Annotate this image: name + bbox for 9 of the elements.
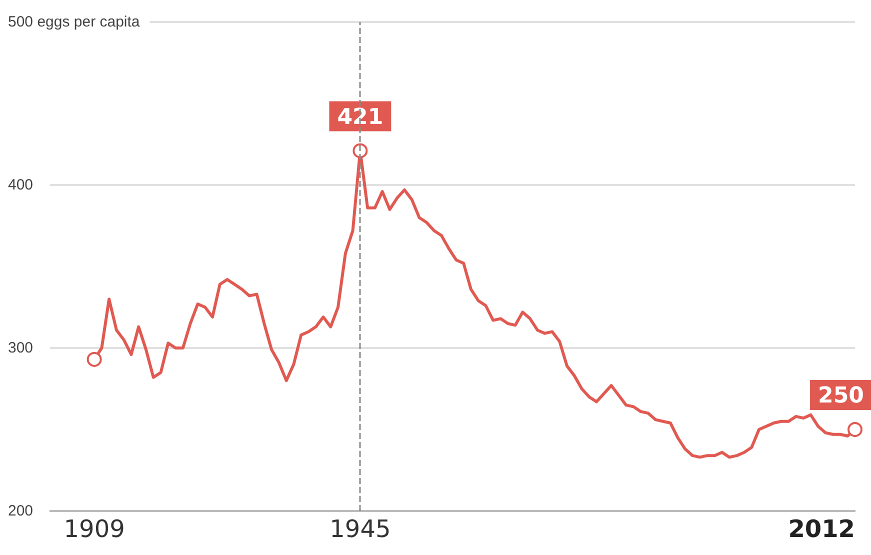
x-tick-label: 1945 [330,515,391,543]
data-label: 421 [337,104,384,130]
y-tick-label: 300 [8,340,34,356]
x-tick-label: 2012 [788,515,855,543]
y-tick-label: 200 [8,502,34,520]
y-tick-label: 400 [8,176,34,194]
y-tick-label: 500 eggs per capita [8,14,140,30]
x-tick-label: 1909 [64,515,125,543]
data-label: 250 [818,384,864,408]
